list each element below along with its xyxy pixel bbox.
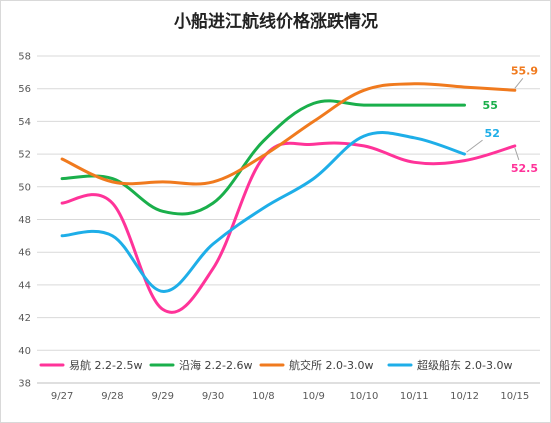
data-label-0: 52.5 (511, 162, 538, 175)
x-tick-label: 10/11 (400, 391, 429, 402)
legend: 易航 2.2-2.5w 沿海 2.2-2.6w 航交所 2.0-3.0w 超级船东 2… (39, 358, 512, 372)
x-tick-label: 10/9 (302, 391, 324, 402)
x-tick-label: 9/28 (101, 391, 123, 402)
y-tick-label: 38 (18, 379, 31, 390)
y-tick-label: 54 (18, 117, 31, 128)
data-labels: 52.5 55 55.9 52 (466, 64, 538, 175)
y-tick-label: 52 (18, 150, 31, 161)
y-tick-label: 58 (18, 52, 31, 63)
chart-title: 小船进江航线价格涨跌情况 (174, 11, 378, 32)
series-line-3 (60, 131, 466, 293)
data-label-1: 55 (483, 99, 498, 112)
leader-line (514, 147, 520, 161)
x-tick-label: 10/10 (350, 391, 379, 402)
y-tick-label: 50 (18, 182, 31, 193)
x-axis: 9/27 9/28 9/29 9/30 10/8 10/9 10/10 10/11 10/12 1… (37, 382, 540, 402)
x-tick-label: 9/27 (51, 391, 73, 402)
y-tick-label: 44 (18, 280, 31, 291)
x-tick-label: 10/15 (500, 391, 529, 402)
x-tick-label: 9/29 (152, 391, 174, 402)
grid-lines (37, 55, 540, 351)
leader-line (466, 139, 483, 153)
series-lines (60, 82, 517, 314)
y-tick-label: 40 (18, 346, 31, 357)
data-label-2: 55.9 (511, 64, 538, 77)
series-line-1 (60, 99, 466, 216)
x-tick-label: 10/12 (450, 391, 479, 402)
series-line-0 (60, 141, 517, 314)
data-label-3: 52 (485, 127, 500, 140)
legend-label-3: 超级船东 2.0-3.0w (417, 358, 512, 372)
y-axis: 38 40 42 44 46 48 50 52 54 56 58 (18, 52, 31, 390)
y-tick-label: 42 (18, 313, 31, 324)
legend-label-0: 易航 2.2-2.5w (69, 358, 142, 372)
y-tick-label: 46 (18, 248, 31, 259)
x-tick-label: 10/8 (252, 391, 274, 402)
legend-label-1: 沿海 2.2-2.6w (179, 358, 252, 372)
x-tick-label: 9/30 (202, 391, 224, 402)
legend-label-2: 航交所 2.0-3.0w (289, 358, 373, 372)
leader-line (514, 78, 524, 89)
y-tick-label: 56 (18, 84, 31, 95)
series-line-2 (60, 82, 517, 186)
y-tick-label: 48 (18, 215, 31, 226)
